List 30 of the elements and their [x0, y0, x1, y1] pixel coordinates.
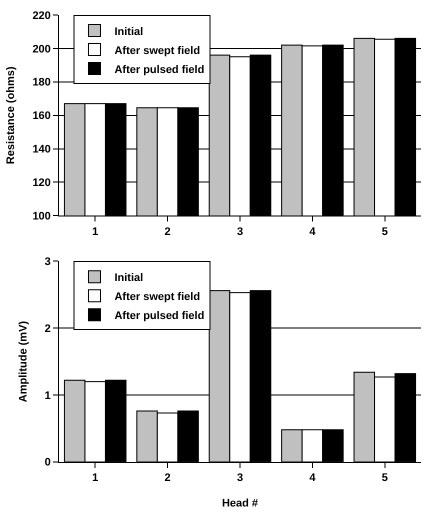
x-tick-label: 3	[236, 472, 244, 484]
y-tick-label: 220	[32, 10, 51, 22]
legend-label: After pulsed field	[114, 64, 204, 76]
x-tick-label: 5	[382, 472, 388, 484]
y-tick-label: 1	[44, 390, 51, 402]
y-tick-label: 180	[32, 76, 51, 89]
x-tick-label: 2	[164, 226, 171, 238]
legend-label: Initial	[114, 26, 144, 38]
y-axis-title: Resistance (ohms)	[5, 66, 18, 164]
x-tick-label: 5	[382, 226, 388, 238]
y-tick-label: 100	[32, 210, 51, 222]
y-tick-label: 3	[44, 256, 51, 268]
x-tick-label: 3	[236, 226, 244, 238]
y-tick-label: 140	[32, 144, 51, 156]
y-tick-label: 160	[32, 110, 51, 122]
y-tick-label: 120	[32, 177, 51, 190]
x-tick-label: 2	[164, 472, 171, 484]
x-tick-label: 4	[309, 226, 316, 238]
x-tick-label: 4	[309, 472, 316, 484]
legend-label: After pulsed field	[114, 310, 204, 322]
y-tick-label: 0	[44, 456, 51, 469]
y-axis-title: Amplitude (mV)	[17, 320, 30, 402]
x-tick-label: 1	[92, 472, 98, 484]
legend-label: After swept field	[114, 291, 200, 304]
x-axis-title: Head #	[222, 497, 258, 510]
y-tick-label: 200	[32, 43, 51, 56]
legend-label: After swept field	[114, 44, 200, 57]
x-tick-label: 1	[92, 226, 98, 238]
y-tick-label: 2	[44, 322, 51, 335]
legend-label: Initial	[114, 272, 144, 284]
